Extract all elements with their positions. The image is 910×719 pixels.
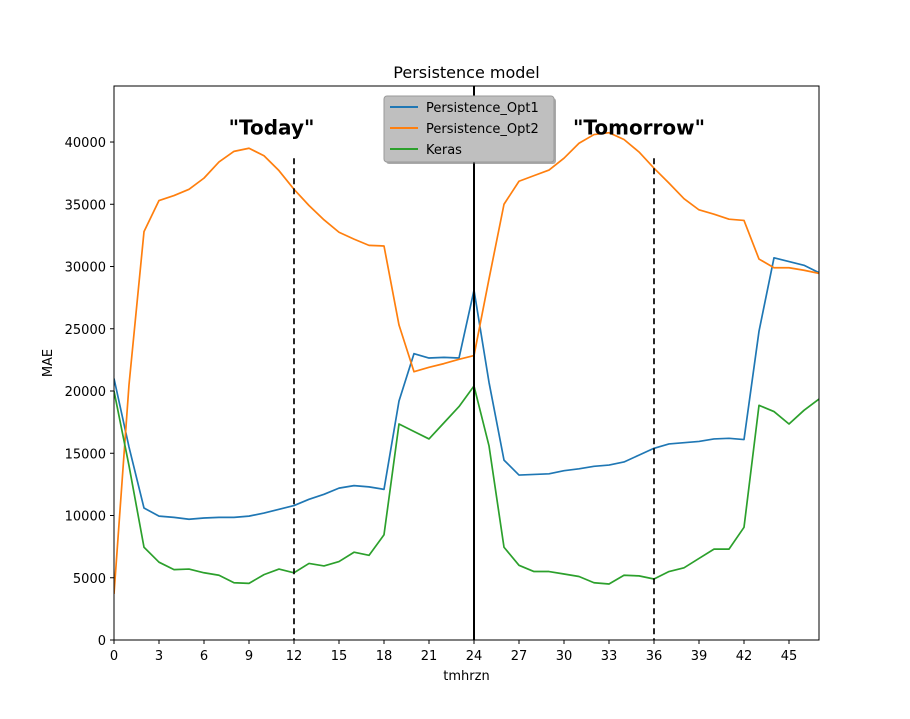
legend-label: Keras xyxy=(426,143,462,158)
series-line-persistence-opt1 xyxy=(114,256,819,521)
y-tick-label: 25000 xyxy=(65,323,106,338)
legend-box xyxy=(383,95,555,163)
axes-frame xyxy=(113,85,820,641)
x-tick-label: 36 xyxy=(646,649,663,664)
data-layer xyxy=(114,86,819,640)
y-tick-label: 15000 xyxy=(65,447,106,462)
y-tick-label: 5000 xyxy=(73,572,106,587)
annotation-label: "Tomorrow" xyxy=(573,116,705,140)
x-tick-label: 12 xyxy=(286,649,303,664)
x-tick-label: 45 xyxy=(781,649,798,664)
y-tick-label: 35000 xyxy=(65,198,106,213)
series-line-keras xyxy=(114,385,819,585)
legend-label: Persistence_Opt1 xyxy=(426,101,539,116)
x-tick-label: 0 xyxy=(110,649,118,664)
y-tick-label: 40000 xyxy=(65,136,106,151)
legend-label: Persistence_Opt2 xyxy=(426,122,539,137)
x-tick-label: 18 xyxy=(376,649,393,664)
plot-area: 0 3 6 9 12 15 18 21 24 27 30 33 36 39 42 45050001000015… xyxy=(65,85,820,664)
x-tick-label: 30 xyxy=(556,649,573,664)
x-axis-title: tmhrzn xyxy=(443,669,489,684)
chart-title: Persistence model xyxy=(393,63,539,82)
x-tick-label: 33 xyxy=(601,649,618,664)
x-tick-label: 9 xyxy=(245,649,253,664)
x-tick-label: 24 xyxy=(466,649,483,664)
x-tick-label: 42 xyxy=(736,649,753,664)
series-line-persistence-opt2 xyxy=(114,131,819,595)
x-tick-label: 6 xyxy=(200,649,208,664)
x-tick-label: 39 xyxy=(691,649,708,664)
x-tick-label: 27 xyxy=(511,649,528,664)
legend: Persistence_Opt1 Persistence_Opt2 Keras xyxy=(383,95,556,164)
y-tick-label: 30000 xyxy=(65,261,106,276)
x-tick-label: 21 xyxy=(421,649,438,664)
annotation-label: "Today" xyxy=(229,116,315,140)
y-tick-label: 10000 xyxy=(65,510,106,525)
y-tick-label: 20000 xyxy=(65,385,106,400)
y-tick-label: 0 xyxy=(98,634,106,649)
x-tick-label: 3 xyxy=(155,649,163,664)
x-tick-label: 15 xyxy=(331,649,348,664)
y-axis-title: MAE xyxy=(41,349,56,377)
